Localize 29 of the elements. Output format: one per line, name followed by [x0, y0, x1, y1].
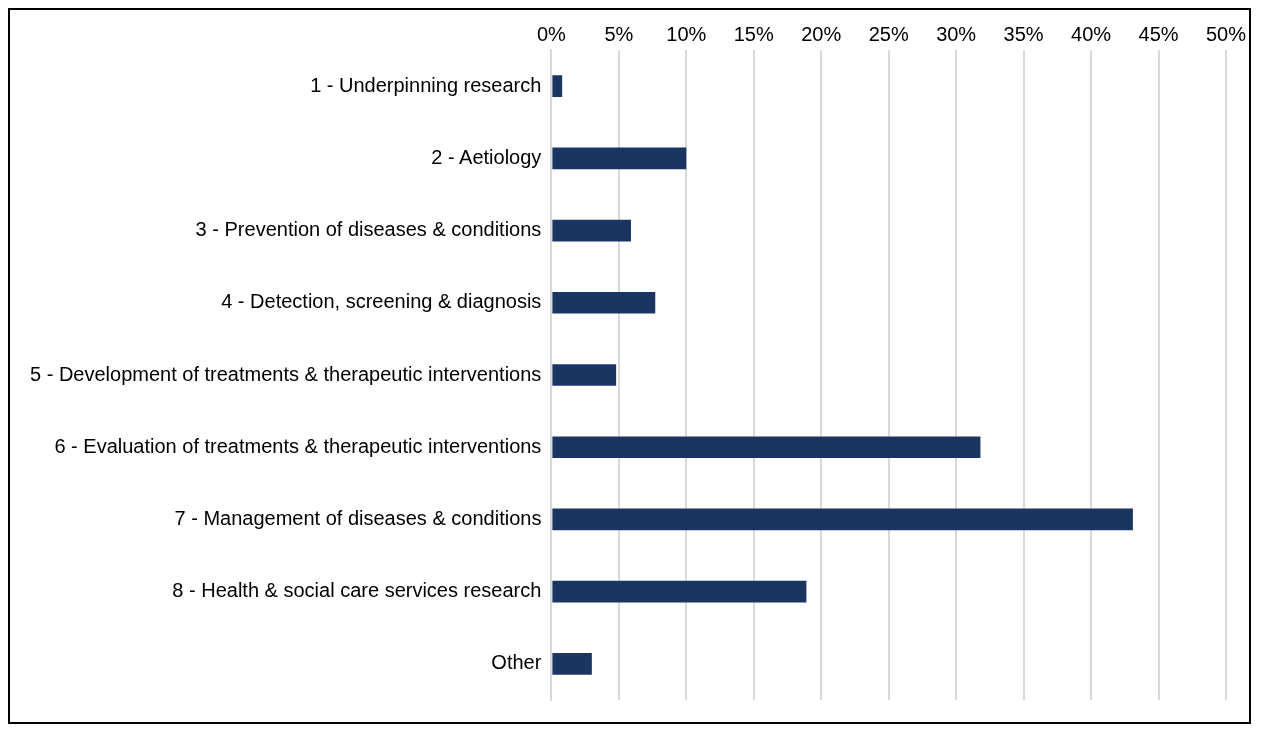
bar — [552, 653, 592, 675]
x-tick-label: 45% — [1138, 22, 1179, 45]
bar — [552, 508, 1133, 531]
bar — [552, 147, 687, 170]
x-tick-label: 10% — [666, 22, 707, 45]
y-tick-label: 6 - Evaluation of treatments & therapeutic interventions — [54, 434, 542, 457]
bar — [552, 75, 563, 97]
y-tick-label: 7 - Management of diseases & conditions — [174, 506, 542, 529]
bar — [552, 364, 617, 386]
x-tick-label: 5% — [604, 22, 634, 45]
x-tick-label: 15% — [733, 22, 774, 45]
bar — [552, 219, 631, 242]
y-tick-label: 4 - Detection, screening & diagnosis — [221, 290, 542, 313]
x-tick-label: 40% — [1071, 22, 1112, 45]
y-tick-label: 2 - Aetiology — [431, 145, 542, 168]
y-tick-label: 3 - Prevention of diseases & conditions — [195, 218, 542, 241]
bar — [552, 580, 807, 603]
y-tick-label: 5 - Development of treatments & therapeutic interventions — [29, 362, 542, 385]
y-tick-label: 8 - Health & social care services research — [172, 579, 542, 602]
x-tick-label: 0% — [536, 22, 567, 45]
x-tick-label: 20% — [801, 22, 842, 45]
x-tick-label: 50% — [1205, 22, 1247, 45]
x-tick-label: 30% — [936, 22, 977, 45]
bar — [552, 436, 981, 459]
y-tick-label: Other — [491, 651, 542, 674]
x-tick-label: 25% — [868, 22, 909, 45]
y-tick-label: 1 - Underpinning research — [310, 73, 542, 96]
bar — [552, 291, 656, 314]
x-tick-label: 35% — [1003, 22, 1044, 45]
